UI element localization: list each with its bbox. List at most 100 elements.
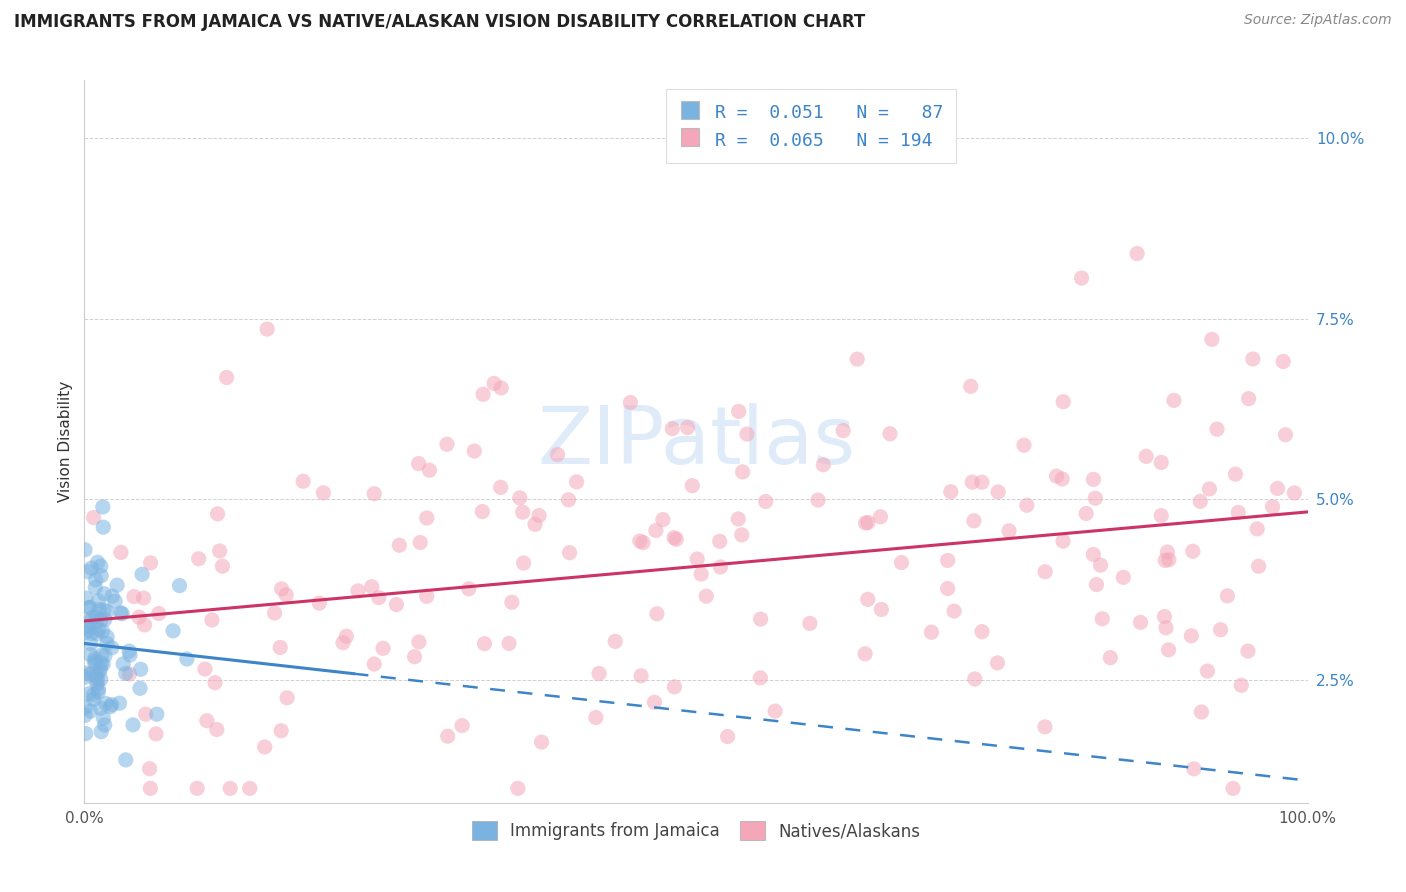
Point <box>87 594 110 608</box>
Point <box>187 551 209 566</box>
Text: Source: ZipAtlas.com: Source: ZipAtlas.com <box>1244 13 1392 28</box>
Point <box>404 649 426 664</box>
Point <box>208 544 231 558</box>
Point <box>1157 642 1180 657</box>
Point <box>134 618 156 632</box>
Point <box>987 485 1010 500</box>
Point <box>96 636 118 650</box>
Point <box>1083 472 1105 486</box>
Point <box>80 666 103 681</box>
Point <box>1274 427 1296 442</box>
Point <box>195 714 218 728</box>
Point <box>110 545 132 559</box>
Point <box>90 559 112 574</box>
Point <box>131 567 153 582</box>
Point <box>690 567 713 582</box>
Point <box>186 781 208 796</box>
Point <box>1090 558 1112 573</box>
Point <box>276 690 298 705</box>
Point <box>869 509 891 524</box>
Point <box>1157 553 1180 567</box>
Point <box>139 556 162 570</box>
Point <box>86 675 108 690</box>
Point <box>643 695 665 709</box>
Point <box>463 444 485 458</box>
Point <box>75 665 97 680</box>
Point <box>114 666 136 681</box>
Point <box>482 376 505 391</box>
Point <box>89 664 111 678</box>
Point <box>73 625 96 640</box>
Point <box>1222 781 1244 796</box>
Point <box>676 420 699 434</box>
Point <box>84 581 107 595</box>
Point <box>1154 553 1177 567</box>
Point <box>83 651 105 665</box>
Point <box>101 640 124 655</box>
Point <box>118 648 141 662</box>
Point <box>84 656 107 670</box>
Point <box>132 591 155 605</box>
Point <box>436 729 458 743</box>
Point <box>79 600 101 615</box>
Point <box>122 718 145 732</box>
Point <box>1153 609 1175 624</box>
Point <box>1076 507 1098 521</box>
Point <box>1052 534 1074 549</box>
Point <box>77 687 100 701</box>
Point <box>471 505 494 519</box>
Point <box>644 524 666 538</box>
Point <box>1033 720 1056 734</box>
Point <box>276 588 298 602</box>
Point <box>388 538 411 552</box>
Point <box>148 607 170 621</box>
Point <box>1246 522 1268 536</box>
Point <box>1135 450 1157 464</box>
Point <box>416 511 439 525</box>
Point <box>524 517 547 532</box>
Point <box>90 648 112 662</box>
Point <box>1070 271 1092 285</box>
Point <box>347 583 370 598</box>
Point <box>807 493 830 508</box>
Point <box>457 582 479 596</box>
Point <box>1237 644 1260 658</box>
Point <box>749 671 772 685</box>
Point <box>94 648 117 663</box>
Point <box>1052 394 1074 409</box>
Point <box>239 781 262 796</box>
Point <box>1182 762 1205 776</box>
Point <box>665 533 688 547</box>
Point <box>879 426 901 441</box>
Point <box>890 556 912 570</box>
Point <box>79 614 101 628</box>
Point <box>451 718 474 732</box>
Point <box>91 500 114 514</box>
Point <box>73 670 96 684</box>
Point <box>631 535 654 549</box>
Point <box>960 475 983 490</box>
Point <box>472 387 495 401</box>
Point <box>557 492 579 507</box>
Point <box>105 578 128 592</box>
Point <box>963 514 986 528</box>
Point <box>530 735 553 749</box>
Point <box>100 698 122 712</box>
Point <box>112 657 135 671</box>
Point <box>129 681 152 696</box>
Point <box>207 507 229 521</box>
Point <box>90 568 112 582</box>
Point <box>474 637 496 651</box>
Point <box>763 704 786 718</box>
Point <box>1227 506 1250 520</box>
Point <box>1241 351 1264 366</box>
Point <box>367 591 389 605</box>
Point <box>418 463 440 477</box>
Point <box>749 612 772 626</box>
Point <box>619 395 641 409</box>
Point <box>86 672 108 686</box>
Point <box>87 681 110 696</box>
Point <box>855 516 877 530</box>
Point <box>101 589 124 603</box>
Point <box>86 677 108 691</box>
